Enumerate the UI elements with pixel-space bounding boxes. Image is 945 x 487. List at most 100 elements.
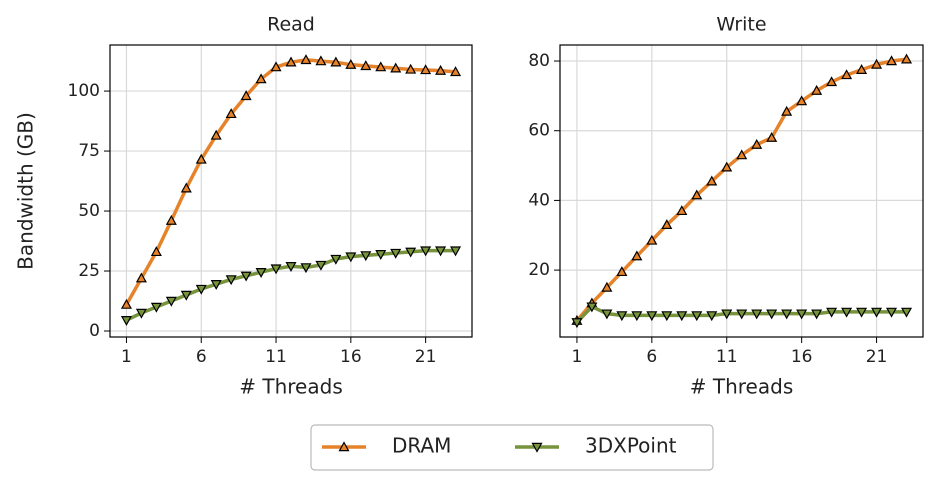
axes-frame <box>559 44 924 338</box>
marker <box>405 247 417 258</box>
marker <box>405 63 417 74</box>
marker <box>195 153 207 164</box>
x-tick-label: 6 <box>196 347 207 367</box>
marker <box>661 311 673 322</box>
marker <box>706 311 718 322</box>
y-tick-label: 75 <box>78 141 100 161</box>
marker <box>300 54 312 65</box>
chart-title: Write <box>716 14 766 36</box>
marker <box>826 76 838 87</box>
marker <box>390 248 402 259</box>
marker <box>601 281 613 292</box>
marker <box>375 250 387 260</box>
y-tick-label: 60 <box>528 121 550 141</box>
x-tick-label: 11 <box>716 347 738 367</box>
y-tick-label: 100 <box>68 81 100 101</box>
x-tick-label: 21 <box>415 347 437 367</box>
legend-box <box>310 424 714 471</box>
marker <box>255 73 267 84</box>
marker <box>841 69 853 80</box>
marker <box>120 316 132 326</box>
marker <box>796 309 808 320</box>
marker <box>420 246 432 257</box>
marker <box>811 309 823 320</box>
marker <box>345 252 357 263</box>
marker <box>375 61 387 72</box>
chart-title: Read <box>267 14 315 36</box>
marker <box>225 275 237 286</box>
marker <box>210 129 222 140</box>
legend: DRAM 3DXPoint <box>310 424 714 471</box>
marker <box>646 311 658 322</box>
legend-marker <box>531 442 543 453</box>
marker <box>345 58 357 69</box>
marker <box>646 234 658 245</box>
marker <box>796 95 808 106</box>
marker <box>195 284 207 295</box>
marker <box>691 311 703 322</box>
marker <box>285 262 297 272</box>
marker <box>856 307 868 318</box>
marker <box>240 271 252 282</box>
marker <box>420 64 432 75</box>
y-tick-label: 0 <box>89 321 100 341</box>
marker <box>676 311 688 322</box>
legend-label: 3DXPoint <box>585 434 677 458</box>
marker <box>180 182 192 193</box>
x-tick-label: 1 <box>572 347 583 367</box>
marker <box>330 254 342 265</box>
marker <box>691 189 703 200</box>
marker <box>736 149 748 160</box>
marker <box>631 311 643 322</box>
marker <box>450 246 462 257</box>
marker <box>886 55 898 66</box>
x-axis-label: # Threads <box>239 375 342 399</box>
marker <box>736 309 748 320</box>
marker <box>225 108 237 119</box>
x-tick-label: 6 <box>646 347 657 367</box>
marker <box>180 290 192 301</box>
marker <box>300 263 312 274</box>
marker <box>766 131 778 142</box>
marker <box>255 268 267 278</box>
marker <box>901 307 913 318</box>
legend-label: DRAM <box>392 434 451 458</box>
marker <box>135 308 147 319</box>
marker <box>165 214 177 225</box>
x-tick-label: 11 <box>265 347 287 367</box>
marker <box>571 318 583 329</box>
x-axis-label: # Threads <box>690 375 793 399</box>
marker <box>120 298 132 309</box>
y-tick-label: 50 <box>78 201 100 221</box>
x-tick-label: 21 <box>866 347 888 367</box>
marker <box>721 309 733 320</box>
x-tick-label: 1 <box>121 347 132 367</box>
marker <box>811 84 823 95</box>
marker <box>856 64 868 74</box>
y-tick-label: 25 <box>78 261 100 281</box>
y-tick-label: 80 <box>528 51 550 71</box>
marker <box>751 309 763 320</box>
marker <box>210 280 222 290</box>
marker <box>165 296 177 307</box>
marker <box>435 246 447 257</box>
legend-marker <box>338 441 350 452</box>
marker <box>285 56 297 67</box>
series-line <box>125 248 456 322</box>
axes-frame <box>109 44 473 338</box>
marker <box>360 251 372 262</box>
marker <box>240 90 252 101</box>
marker <box>826 307 838 318</box>
marker <box>315 55 327 66</box>
x-tick-label: 16 <box>340 347 362 367</box>
marker <box>871 58 883 69</box>
marker <box>841 307 853 318</box>
x-tick-label: 16 <box>791 347 813 367</box>
marker <box>150 302 162 313</box>
marker <box>150 246 162 257</box>
series-line <box>575 57 907 322</box>
marker <box>435 64 447 75</box>
marker <box>390 62 402 73</box>
marker <box>315 260 327 271</box>
